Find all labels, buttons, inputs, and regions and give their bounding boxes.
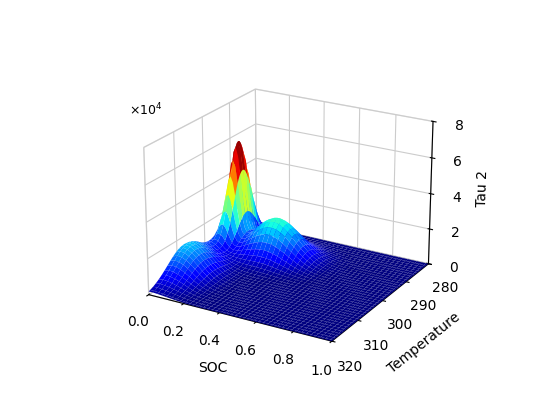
Text: $\times10^4$: $\times10^4$ xyxy=(129,102,162,118)
Y-axis label: Temperature: Temperature xyxy=(385,310,463,375)
X-axis label: SOC: SOC xyxy=(198,361,227,375)
